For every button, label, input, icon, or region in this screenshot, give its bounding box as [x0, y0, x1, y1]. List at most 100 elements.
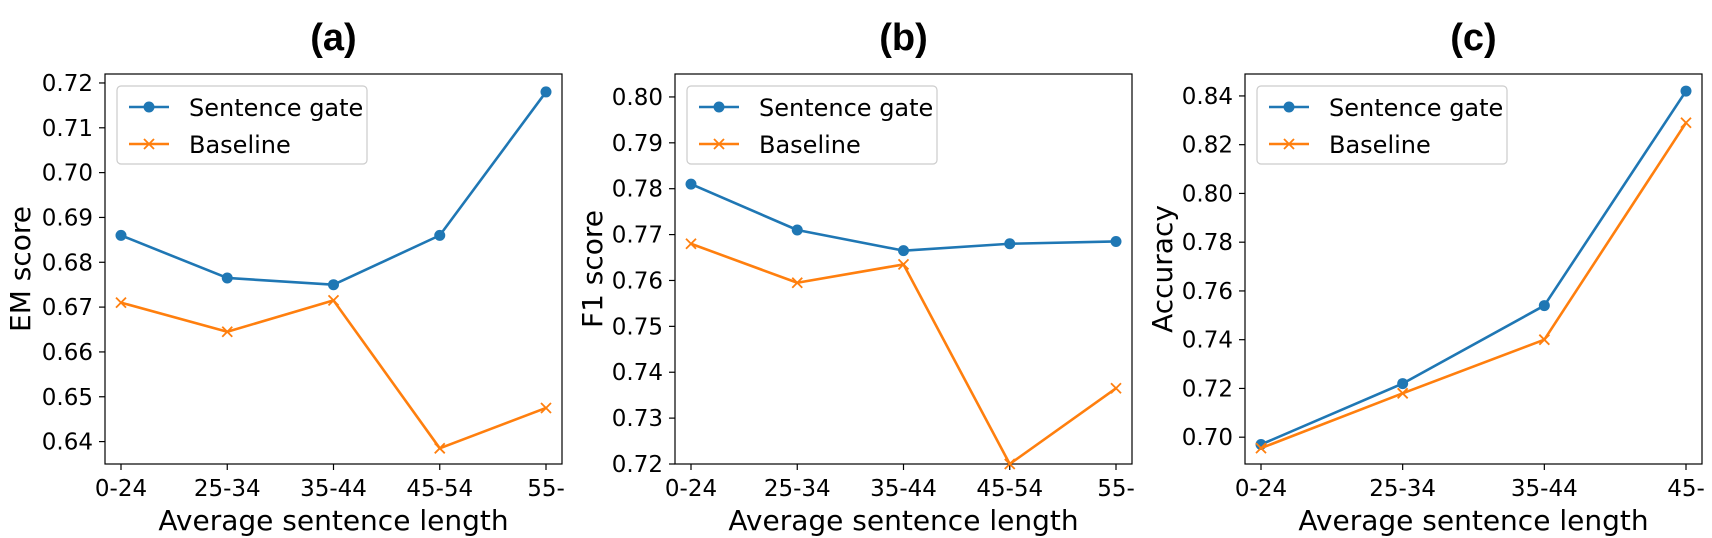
data-point	[434, 229, 446, 241]
data-point	[1538, 300, 1550, 312]
chart-panel-3: (c) 0.70 0.72 0.74 0.76 0.78 0.80 0.82 0.84 0-24 2…	[1146, 17, 1705, 537]
series-baseline	[685, 238, 1122, 470]
legend-marker	[143, 101, 155, 113]
data-point	[685, 238, 697, 250]
legend: Sentence gate Baseline	[1256, 85, 1508, 165]
data-point	[791, 277, 803, 289]
y-tick-label: 0.70	[1182, 425, 1233, 451]
y-tick-label: 0.80	[1182, 181, 1233, 207]
legend-box	[116, 85, 368, 165]
data-point	[540, 402, 552, 414]
series-line	[1260, 122, 1688, 450]
data-point	[1397, 387, 1409, 399]
x-tick-label: 35-44	[870, 476, 937, 502]
y-tick-label: 0.84	[1182, 84, 1233, 110]
legend-box	[686, 85, 938, 165]
data-point	[434, 442, 446, 454]
legend: Sentence gate Baseline	[116, 85, 368, 165]
chart-title: (c)	[1450, 17, 1496, 59]
data-point	[1110, 382, 1122, 394]
data-point	[1255, 442, 1267, 454]
x-tick-label: 35-44	[300, 476, 367, 502]
data-point	[328, 279, 339, 291]
data-point	[115, 296, 127, 309]
data-point	[1538, 334, 1550, 346]
y-tick-label: 0.73	[612, 406, 663, 432]
y-tick-label: 0.77	[612, 223, 663, 249]
y-tick-label: 0.79	[612, 131, 663, 157]
legend-box	[1256, 85, 1508, 165]
x-tick-label: 55-	[1097, 476, 1135, 502]
y-tick-label: 0.72	[612, 452, 663, 478]
y-tick-label: 0.76	[1182, 279, 1233, 305]
chart-panel-2: (b) 0.72 0.73 0.74 0.75 0.76 0.77 0.78 0.79 0.80 0…	[576, 17, 1135, 537]
x-tick-label: 25-34	[194, 476, 261, 502]
y-tick-label: 0.78	[612, 177, 663, 203]
y-tick-label: 0.65	[42, 385, 93, 411]
data-point	[327, 294, 340, 307]
x-tick-label: 0-24	[665, 476, 717, 502]
y-axis-label: EM score	[4, 206, 37, 332]
x-tick-label: 35-44	[1511, 476, 1578, 502]
data-point	[1004, 458, 1016, 470]
x-tick-label: 25-34	[764, 476, 831, 502]
legend-label: Sentence gate	[189, 94, 363, 122]
legend-marker	[1283, 101, 1295, 113]
y-tick-label: 0.64	[42, 430, 93, 456]
chart-title: (b)	[879, 17, 928, 59]
legend: Sentence gate Baseline	[686, 85, 938, 165]
data-point	[540, 86, 552, 98]
x-axis-label: Average sentence length	[728, 504, 1078, 537]
data-point	[115, 229, 127, 241]
legend-marker	[713, 138, 725, 150]
series-line	[690, 182, 1117, 252]
data-point	[1110, 235, 1122, 247]
data-point	[1680, 117, 1692, 129]
y-tick-label: 0.72	[1182, 376, 1233, 402]
y-tick-label: 0.76	[612, 268, 663, 294]
x-axis-label: Average sentence length	[158, 504, 508, 537]
legend-marker	[143, 138, 155, 150]
series-sentence-gate	[1255, 85, 1692, 450]
series-baseline	[115, 294, 552, 454]
legend-label: Sentence gate	[759, 94, 933, 122]
y-tick-label: 0.80	[612, 85, 663, 111]
legend-label: Baseline	[759, 131, 861, 159]
series-line	[690, 242, 1117, 466]
y-tick-label: 0.67	[42, 295, 93, 321]
series-sentence-gate	[685, 178, 1122, 257]
y-axis-label: F1 score	[576, 210, 609, 328]
x-tick-label: 55-	[527, 476, 565, 502]
y-tick-label: 0.68	[42, 250, 93, 276]
x-tick-label: 45-	[1667, 476, 1705, 502]
x-tick-label: 45-54	[406, 476, 473, 502]
y-tick-label: 0.71	[42, 116, 93, 142]
legend-label: Baseline	[1329, 131, 1431, 159]
y-tick-label: 0.74	[1182, 328, 1233, 354]
y-tick-label: 0.72	[42, 71, 93, 97]
x-tick-label: 25-34	[1369, 476, 1436, 502]
data-point	[897, 258, 910, 271]
y-tick-label: 0.66	[42, 340, 93, 366]
series-line	[120, 299, 547, 450]
y-tick-label: 0.78	[1182, 230, 1233, 256]
chart-title: (a)	[310, 17, 356, 59]
data-point	[898, 245, 909, 257]
chart-panel-1: (a) 0.64 0.65 0.66 0.67 0.68 0.69 0.70 0.71 0.72 0…	[4, 17, 565, 537]
series-baseline	[1255, 117, 1692, 454]
legend-marker	[713, 101, 725, 113]
y-tick-label: 0.82	[1182, 133, 1233, 159]
data-point	[221, 272, 233, 284]
x-tick-label: 0-24	[95, 476, 147, 502]
legend-label: Sentence gate	[1329, 94, 1503, 122]
data-point	[685, 178, 697, 190]
x-tick-label: 45-54	[976, 476, 1043, 502]
plot-frame	[1244, 73, 1703, 465]
series-line	[1260, 90, 1688, 446]
y-tick-label: 0.75	[612, 314, 663, 340]
data-point	[221, 326, 233, 338]
data-point	[791, 224, 803, 236]
x-tick-label: 0-24	[1235, 476, 1287, 502]
data-point	[1680, 85, 1692, 97]
series-sentence-gate	[115, 86, 552, 291]
